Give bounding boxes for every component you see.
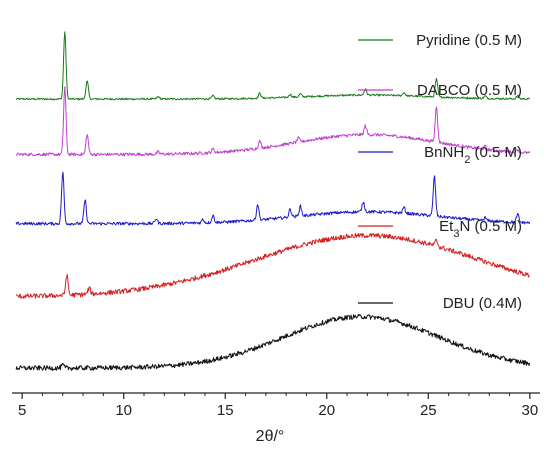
legend: Pyridine (0.5 M) DABCO (0.5 M) BnNH2 (0.5 …: [358, 32, 522, 312]
legend-label-et3n-0-5-m: Et3N (0.5 M): [439, 218, 522, 240]
x-tick-label-20: 20: [318, 402, 335, 419]
legend-label-bnnh2-0-5-m: BnNH2 (0.5 M): [424, 144, 522, 166]
x-tick-label-15: 15: [217, 402, 234, 419]
series-line-dbu-0-4m: [15, 313, 531, 371]
x-axis-title: 2θ/°: [256, 428, 285, 445]
legend-label-dbu-0-4m: DBU (0.4M): [443, 295, 522, 312]
series-line-pyridine-0-5-m: [15, 31, 531, 101]
legend-label-pyridine-0-5-m: Pyridine (0.5 M): [416, 32, 522, 49]
x-tick-label-10: 10: [115, 402, 132, 419]
x-axis: 5 10 15 20 25 30: [12, 392, 540, 419]
x-tick-label-5: 5: [18, 402, 26, 419]
series-layer: [15, 31, 531, 371]
x-tick-label-25: 25: [420, 402, 437, 419]
x-tick-label-30: 30: [522, 402, 539, 419]
legend-label-dabco-0-5-m: DABCO (0.5 M): [417, 82, 522, 99]
series-line-dabco-0-5-m: [16, 86, 531, 157]
series-line-et3n-0-5-m: [15, 232, 530, 299]
series-line-bnnh2-0-5-m: [15, 171, 531, 226]
